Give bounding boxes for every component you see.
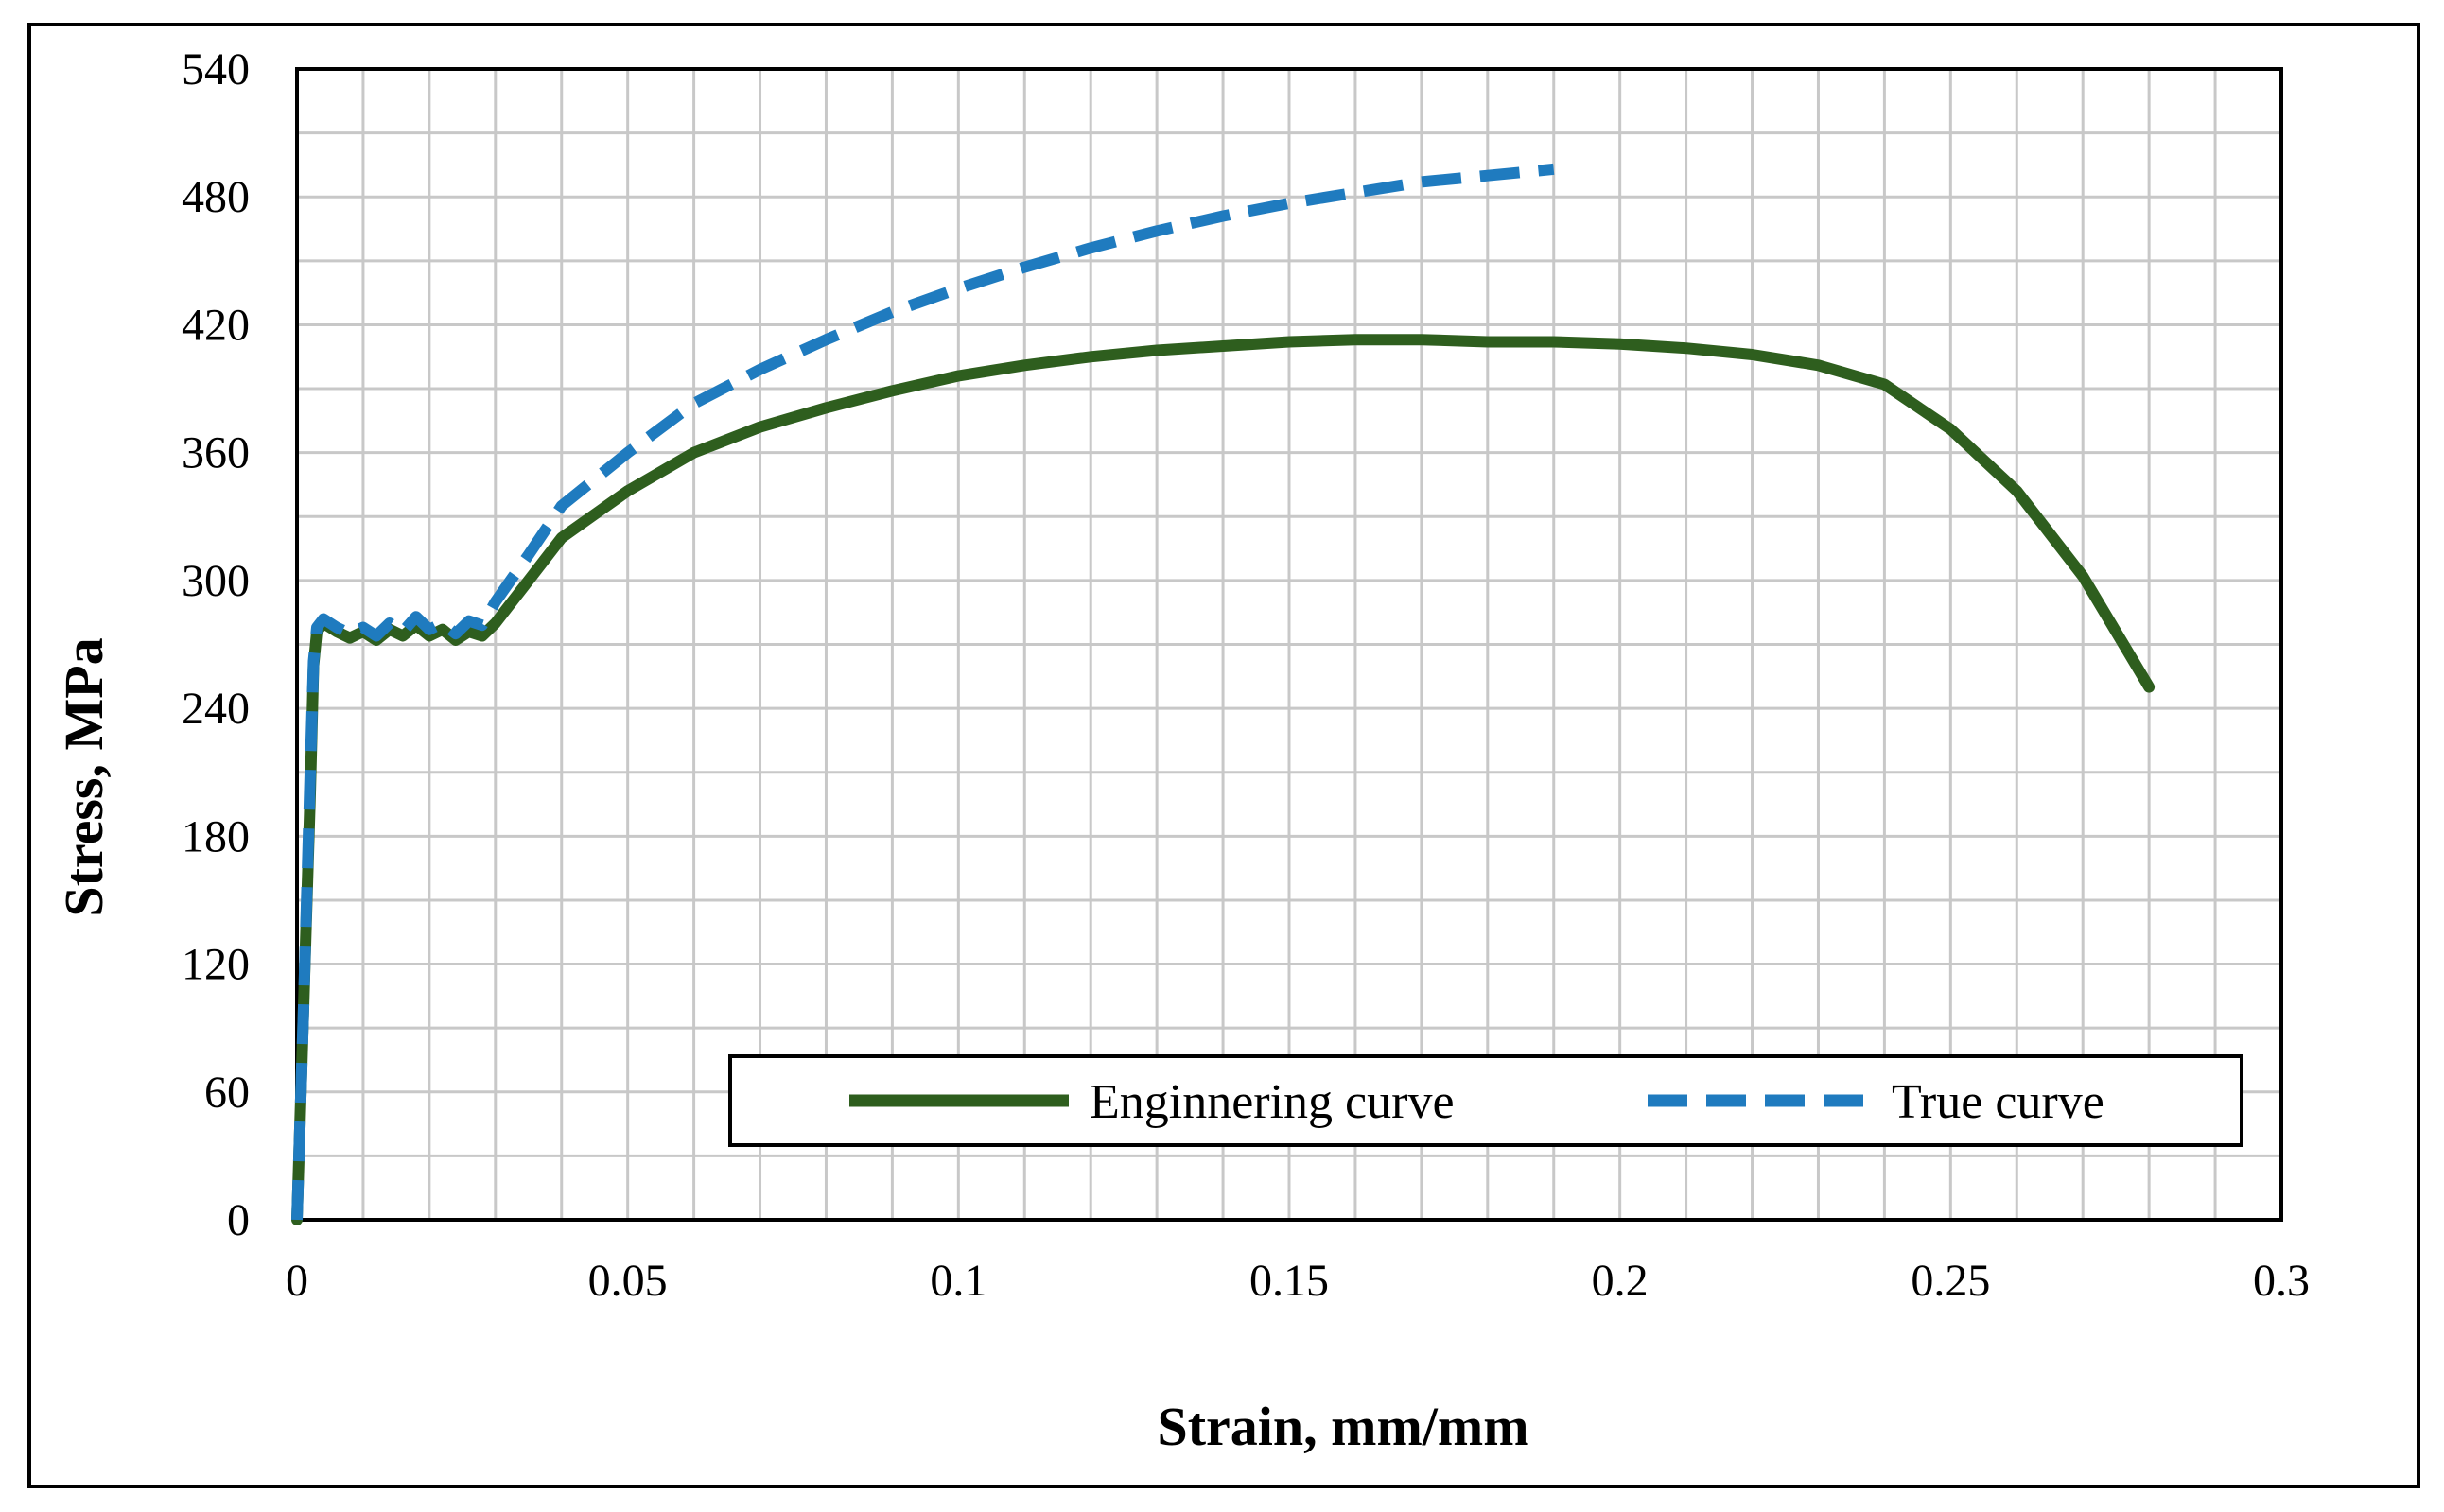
y-tick-label: 480 bbox=[182, 172, 250, 222]
y-tick-label: 360 bbox=[182, 428, 250, 478]
x-tick-label: 0.25 bbox=[1911, 1256, 1990, 1306]
y-tick-label: 420 bbox=[182, 300, 250, 350]
x-tick-label: 0.2 bbox=[1592, 1256, 1649, 1306]
legend-label-true: True curve bbox=[1892, 1075, 2104, 1129]
y-tick-label: 60 bbox=[204, 1068, 250, 1118]
legend: Enginnering curve True curve bbox=[728, 1054, 2243, 1147]
x-tick-label: 0.05 bbox=[588, 1256, 668, 1306]
y-tick-label: 540 bbox=[182, 44, 250, 95]
y-tick-label: 300 bbox=[182, 556, 250, 606]
y-tick-label: 0 bbox=[227, 1195, 250, 1245]
y-tick-label: 120 bbox=[182, 940, 250, 990]
x-tick-label: 0 bbox=[286, 1256, 308, 1306]
series-line-engineering bbox=[291, 334, 2156, 1225]
y-tick-label: 180 bbox=[182, 811, 250, 861]
series-line-true bbox=[291, 163, 1555, 1221]
x-tick-label: 0.15 bbox=[1249, 1256, 1329, 1306]
grid bbox=[297, 69, 2281, 1220]
x-axis-title: Strain, mm/mm bbox=[1157, 1396, 1528, 1457]
plot-area-border bbox=[295, 67, 2283, 1222]
x-tick-label: 0.3 bbox=[2253, 1256, 2310, 1306]
x-axis-ticks: 0 0.05 0.1 0.15 0.2 0.25 0.3 bbox=[286, 1256, 2310, 1306]
series-layer bbox=[291, 163, 2156, 1225]
legend-label-engineering: Enginnering curve bbox=[1090, 1075, 1455, 1129]
y-axis-title: Stress, MPa bbox=[53, 637, 114, 916]
x-tick-label: 0.1 bbox=[930, 1256, 986, 1306]
y-tick-label: 240 bbox=[182, 684, 250, 734]
y-axis-ticks: 0 60 120 180 240 300 360 420 480 540 bbox=[182, 44, 250, 1245]
